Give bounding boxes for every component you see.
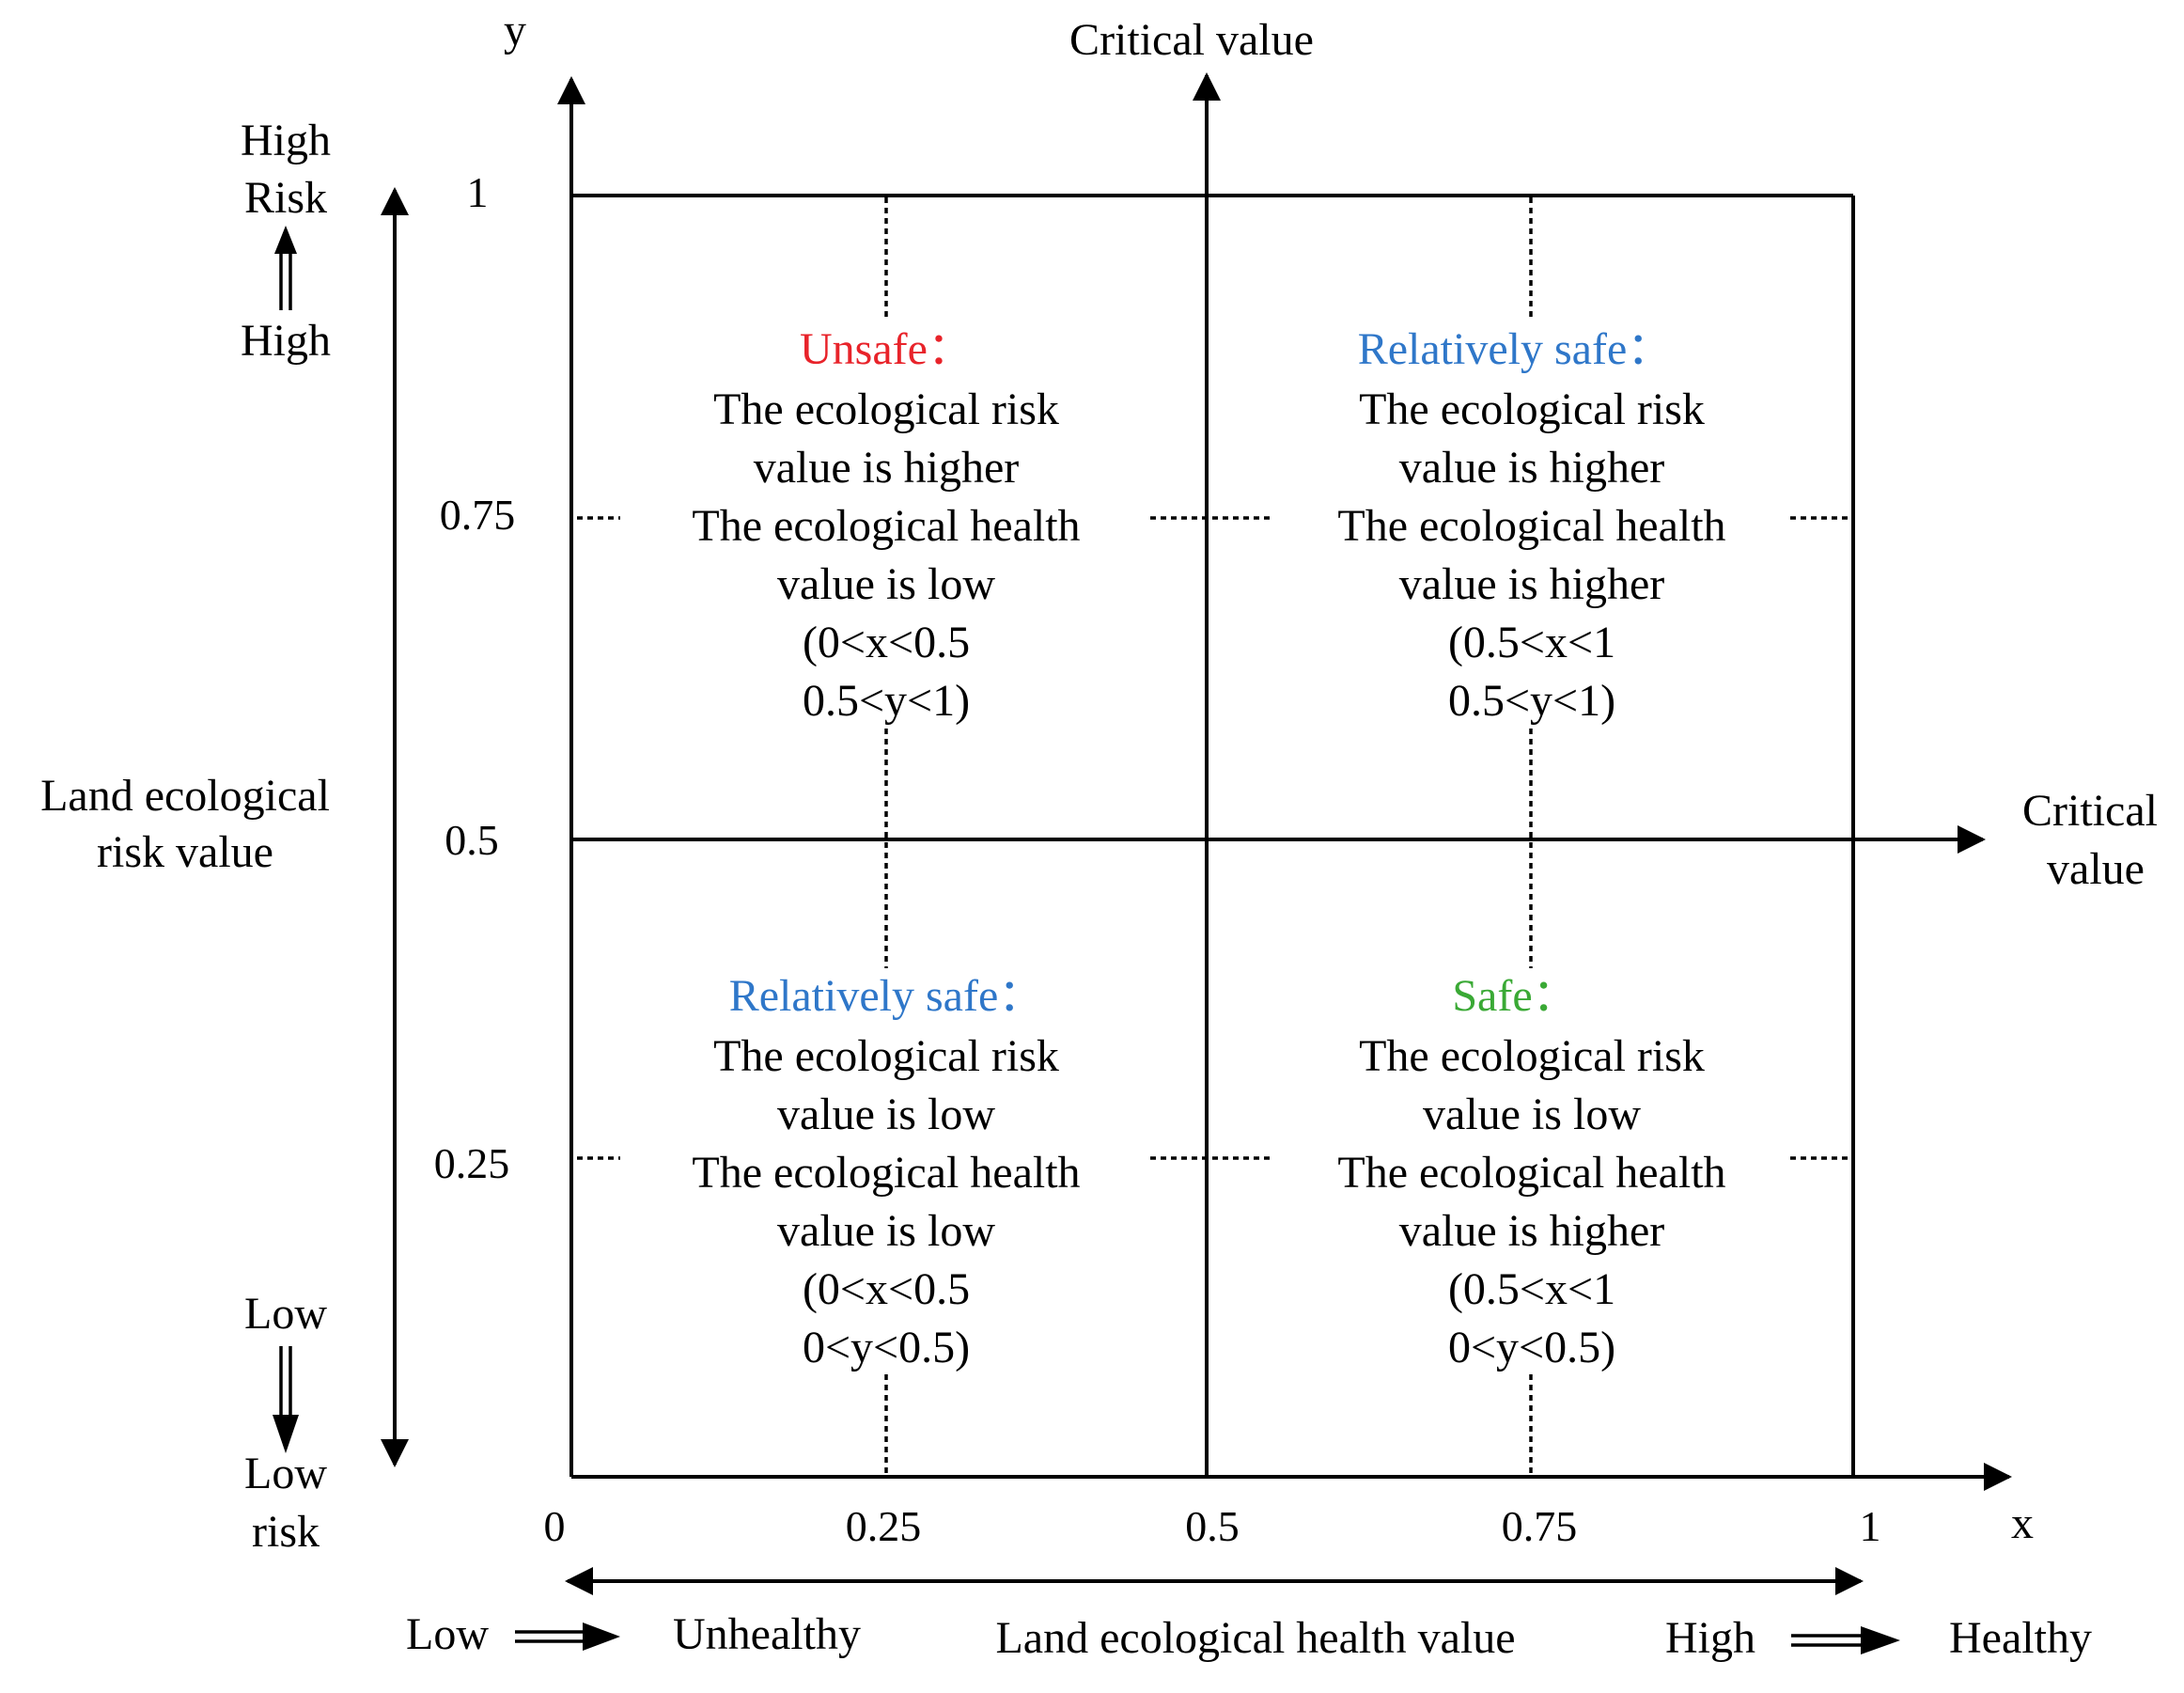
- quadrant-top-right: Relatively safe： The ecological risk val…: [1337, 324, 1725, 726]
- left-low-risk-2: risk: [252, 1507, 320, 1557]
- critical-value-right-label-1: Critical: [2022, 786, 2158, 836]
- quadrant-line: The ecological risk: [713, 384, 1059, 434]
- x-tick-0: 0: [544, 1502, 566, 1550]
- quadrant-line: The ecological health: [1337, 1148, 1725, 1198]
- quadrant-line: value is low: [777, 1089, 995, 1139]
- y-tick-025: 0.25: [434, 1139, 510, 1187]
- quadrant-line: value is low: [1423, 1089, 1641, 1139]
- critical-value-top-label: Critical value: [1069, 15, 1314, 65]
- quadrant-line: 0<y<0.5): [1448, 1323, 1615, 1372]
- y-tick-05: 0.5: [445, 816, 499, 864]
- quadrant-line: The ecological risk: [1359, 1031, 1705, 1081]
- left-low-label: Low: [244, 1289, 327, 1339]
- x-axis-label: x: [2011, 1498, 2034, 1548]
- quadrant-line: The ecological risk: [713, 1031, 1059, 1081]
- x-tick-1: 1: [1860, 1502, 1881, 1550]
- quadrant-line: value is higher: [1399, 443, 1665, 493]
- bottom-high-label: High: [1665, 1613, 1755, 1663]
- left-high-risk-1: High: [241, 116, 331, 165]
- quadrant-line: (0.5<x<1: [1448, 1264, 1615, 1314]
- left-high-risk-2: Risk: [244, 173, 327, 223]
- double-up-arrow-icon: [274, 226, 297, 310]
- quadrant-title: Unsafe：: [800, 324, 973, 374]
- critical-value-right-label-2: value: [2047, 844, 2145, 894]
- bottom-healthy-label: Healthy: [1949, 1613, 2092, 1663]
- quadrant-title: Safe：: [1452, 971, 1577, 1021]
- left-low-risk-1: Low: [244, 1449, 327, 1498]
- quadrant-line: The ecological health: [692, 1148, 1080, 1198]
- x-tick-025: 0.25: [846, 1502, 922, 1550]
- quadrant-line: 0<y<0.5): [803, 1323, 970, 1372]
- x-tick-075: 0.75: [1502, 1502, 1578, 1550]
- bottom-axis-title: Land ecological health value: [995, 1613, 1515, 1663]
- y-tick-075: 0.75: [440, 491, 516, 539]
- quadrant-top-left: Unsafe： The ecological risk value is hig…: [692, 324, 1080, 726]
- quadrant-line: 0.5<y<1): [1448, 676, 1615, 726]
- quadrant-line: The ecological health: [1337, 501, 1725, 551]
- quadrant-line: The ecological health: [692, 501, 1080, 551]
- quadrant-line: value is higher: [754, 443, 1020, 493]
- bottom-unhealthy-label: Unhealthy: [673, 1609, 861, 1659]
- double-right-arrow-icon-low: [515, 1622, 620, 1651]
- quadrant-line: value is low: [777, 1206, 995, 1256]
- x-tick-05: 0.5: [1185, 1502, 1240, 1550]
- quadrant-line: value is higher: [1399, 1206, 1665, 1256]
- bottom-low-label: Low: [406, 1609, 489, 1659]
- quadrant-bottom-right: Safe： The ecological risk value is low T…: [1337, 971, 1725, 1372]
- quadrant-line: (0<x<0.5: [803, 618, 970, 667]
- y-tick-1: 1: [467, 168, 489, 216]
- quadrant-line: value is higher: [1399, 559, 1665, 609]
- y-axis-label: y: [504, 6, 526, 55]
- quadrant-bottom-left: Relatively safe： The ecological risk val…: [692, 971, 1080, 1372]
- quadrant-line: (0<x<0.5: [803, 1264, 970, 1314]
- quadrant-title: Relatively safe：: [729, 971, 1044, 1021]
- quadrant-title: Relatively safe：: [1358, 324, 1673, 374]
- quadrant-line: value is low: [777, 559, 995, 609]
- double-down-arrow-icon: [273, 1346, 299, 1453]
- left-axis-title-1: Land ecological: [40, 771, 330, 821]
- quadrant-line: The ecological risk: [1359, 384, 1705, 434]
- quadrant-line: 0.5<y<1): [803, 676, 970, 726]
- double-right-arrow-icon-high: [1791, 1626, 1900, 1654]
- quadrant-line: (0.5<x<1: [1448, 618, 1615, 667]
- left-high-label: High: [241, 316, 331, 366]
- left-axis-title-2: risk value: [97, 827, 273, 877]
